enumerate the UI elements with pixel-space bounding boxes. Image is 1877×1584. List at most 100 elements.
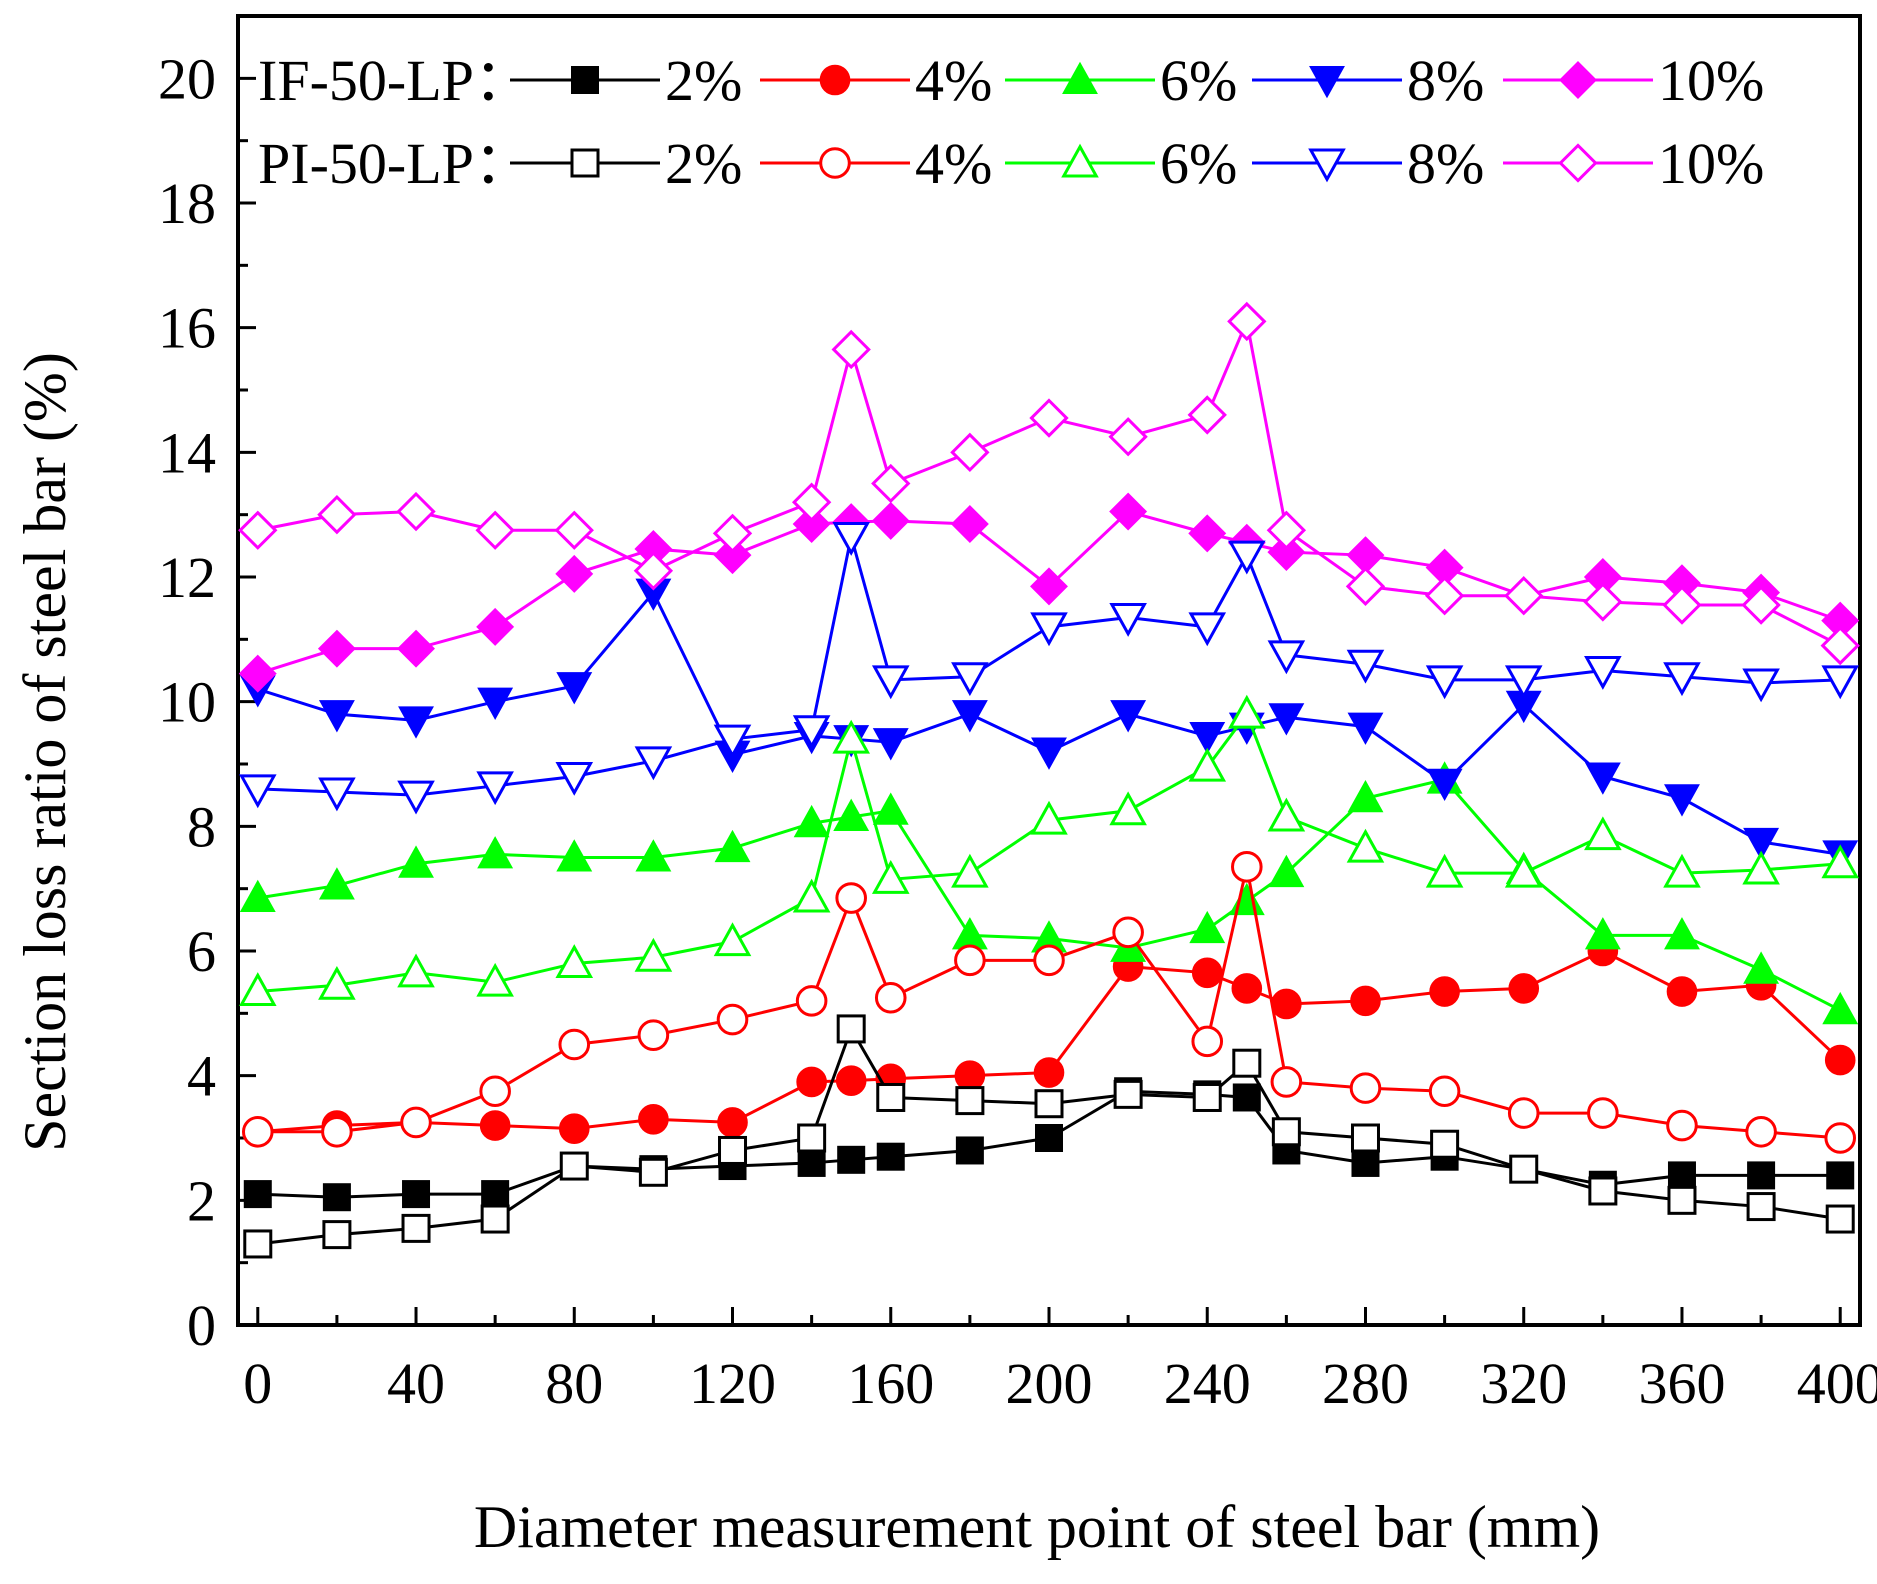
data-point — [876, 1142, 905, 1171]
data-point — [717, 1107, 748, 1138]
data-point — [1033, 944, 1065, 977]
data-point — [1109, 492, 1148, 531]
data-point — [241, 1115, 274, 1148]
data-point — [1228, 882, 1265, 916]
legend-marker — [1559, 61, 1597, 99]
data-point — [1504, 853, 1543, 888]
legend-entry-label: 6% — [1160, 131, 1237, 196]
data-point — [238, 510, 278, 550]
y-tick-label: 4 — [187, 1044, 216, 1109]
data-point — [1228, 694, 1266, 729]
data-point — [836, 1014, 866, 1044]
series-layer — [238, 301, 1860, 1259]
data-point — [831, 329, 871, 370]
data-point — [1347, 712, 1384, 745]
data-point — [477, 836, 514, 869]
data-point — [318, 777, 356, 812]
data-point — [1267, 533, 1306, 572]
data-point — [714, 829, 751, 863]
data-point — [1741, 585, 1781, 625]
data-point — [792, 505, 831, 543]
data-point — [1504, 665, 1543, 700]
data-point — [792, 878, 831, 913]
data-point — [1267, 640, 1306, 675]
data-point — [1425, 665, 1464, 700]
data-point — [1667, 1185, 1697, 1215]
legend-entry-label: 10% — [1658, 48, 1764, 113]
data-point — [795, 985, 828, 1017]
data-point — [1271, 1117, 1301, 1147]
data-point — [951, 700, 988, 733]
data-point — [318, 867, 355, 900]
data-point — [1662, 585, 1702, 625]
data-point — [797, 1148, 826, 1177]
data-point — [1109, 603, 1147, 637]
data-point — [558, 1113, 590, 1144]
data-point — [397, 953, 435, 988]
data-point — [1188, 514, 1227, 553]
data-point — [1188, 747, 1227, 782]
data-point — [1347, 779, 1384, 813]
data-point — [951, 662, 989, 697]
data-point — [713, 724, 752, 759]
data-point — [1584, 656, 1622, 690]
data-point — [634, 937, 673, 972]
data-point — [1110, 700, 1147, 733]
data-point — [1745, 1115, 1777, 1148]
data-point — [1664, 917, 1700, 950]
legend-marker — [571, 66, 599, 94]
data-point — [837, 1145, 866, 1174]
data-point — [1350, 1123, 1380, 1153]
data-point — [398, 845, 434, 878]
y-tick-label: 16 — [158, 296, 216, 361]
data-point — [1666, 976, 1698, 1007]
legend-entry-label: 4% — [915, 131, 992, 196]
data-point — [398, 706, 434, 739]
legend-marker — [1308, 148, 1346, 183]
y-tick-label: 8 — [187, 794, 216, 859]
data-point — [1108, 417, 1148, 457]
legend-entry-label: 2% — [665, 48, 742, 113]
data-point — [1822, 991, 1859, 1025]
x-tick-label: 40 — [387, 1351, 445, 1416]
x-tick-label: 280 — [1322, 1351, 1409, 1416]
data-point — [1588, 1176, 1618, 1206]
data-point — [791, 482, 832, 522]
x-tick-label: 320 — [1480, 1351, 1567, 1416]
data-point — [876, 1082, 906, 1112]
data-point — [716, 1003, 749, 1036]
legend-marker — [570, 148, 600, 178]
data-point — [1742, 850, 1780, 885]
data-point — [1584, 816, 1622, 851]
data-point — [1351, 1148, 1380, 1177]
x-tick-label: 240 — [1164, 1351, 1251, 1416]
data-point — [1228, 540, 1266, 575]
x-tick-label: 0 — [243, 1351, 272, 1416]
data-point — [555, 761, 594, 796]
data-point — [871, 859, 910, 894]
data-point — [480, 1204, 510, 1234]
data-point — [559, 1151, 589, 1181]
data-point — [835, 882, 867, 914]
data-point — [793, 804, 830, 838]
data-point — [481, 1180, 510, 1209]
data-point — [1188, 612, 1227, 647]
data-point — [239, 879, 276, 913]
series-open-6pct — [238, 694, 1860, 1007]
data-point — [558, 1028, 591, 1061]
data-point — [871, 501, 910, 540]
data-point — [1231, 973, 1263, 1004]
data-point — [1266, 510, 1307, 550]
data-point — [1428, 1075, 1461, 1108]
data-point — [955, 1086, 985, 1116]
legend-marker — [819, 64, 851, 96]
data-point — [1030, 800, 1068, 835]
data-point — [243, 1229, 273, 1259]
data-point — [1826, 1161, 1855, 1190]
data-point — [555, 554, 594, 593]
legend-marker — [819, 147, 851, 179]
y-tick-label: 10 — [158, 670, 216, 735]
data-point — [477, 687, 514, 720]
legend-entry-label: 4% — [915, 48, 992, 113]
